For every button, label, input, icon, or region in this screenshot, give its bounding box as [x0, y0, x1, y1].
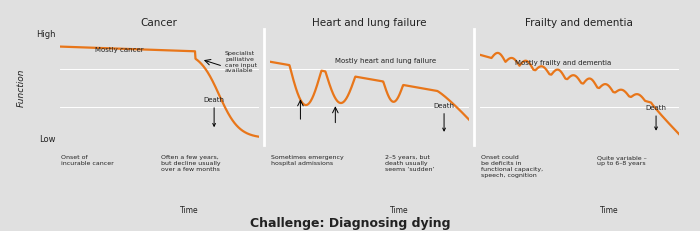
Title: Frailty and dementia: Frailty and dementia: [525, 18, 634, 28]
Text: Time: Time: [390, 206, 409, 215]
Text: Often a few years,
but decline usually
over a few months: Often a few years, but decline usually o…: [161, 155, 220, 171]
Text: Mostly frailty and dementia: Mostly frailty and dementia: [515, 59, 612, 65]
Text: 2–5 years, but
death usually
seems ‘sudden’: 2–5 years, but death usually seems ‘sudd…: [385, 155, 435, 171]
Text: Time: Time: [600, 206, 619, 215]
Text: Mostly cancer: Mostly cancer: [95, 47, 144, 53]
Text: Death: Death: [204, 97, 225, 127]
Text: Function: Function: [17, 69, 25, 107]
Text: High: High: [36, 30, 56, 39]
Text: Low: Low: [39, 134, 56, 143]
Title: Heart and lung failure: Heart and lung failure: [312, 18, 426, 28]
Text: Quite variable –
up to 6–8 years: Quite variable – up to 6–8 years: [597, 155, 647, 166]
Text: Death: Death: [645, 105, 666, 130]
Text: Sometimes emergency
hospital admissions: Sometimes emergency hospital admissions: [271, 155, 344, 166]
Text: Death: Death: [433, 103, 454, 131]
Title: Cancer: Cancer: [141, 18, 178, 28]
Text: Onset could
be deficits in
functional capacity,
speech, cognition: Onset could be deficits in functional ca…: [481, 155, 543, 177]
Text: Challenge: Diagnosing dying: Challenge: Diagnosing dying: [250, 216, 450, 229]
Text: Onset of
incurable cancer: Onset of incurable cancer: [61, 155, 113, 166]
Text: Time: Time: [180, 206, 199, 215]
Text: Mostly heart and lung failure: Mostly heart and lung failure: [335, 58, 437, 64]
Text: Specialist
palliative
care input
available: Specialist palliative care input availab…: [225, 51, 257, 73]
